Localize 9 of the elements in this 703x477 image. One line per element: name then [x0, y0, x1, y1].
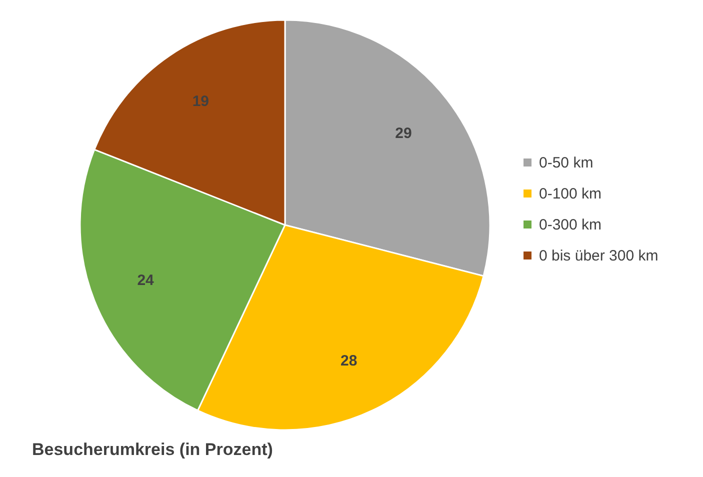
- legend-label: 0-50 km: [539, 154, 594, 172]
- text: Besucherumkreis (in Prozent): [32, 440, 273, 459]
- data-label: 28: [340, 352, 358, 370]
- data-label: 24: [137, 272, 155, 290]
- data-label: 29: [395, 125, 412, 142]
- legend-label: 0 bis über 300 km: [539, 248, 658, 264]
- legend-label: 0-300 km: [539, 216, 602, 234]
- data-label: 19: [192, 92, 210, 110]
- legend-label: 0-100 km: [539, 186, 602, 202]
